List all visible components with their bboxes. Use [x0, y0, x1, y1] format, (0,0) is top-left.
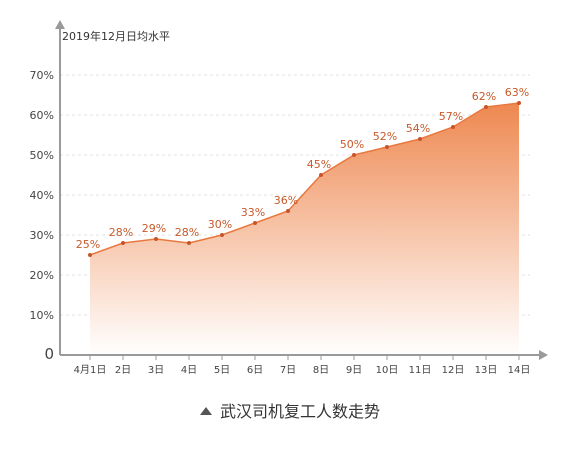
data-label: 30%	[208, 218, 232, 231]
data-point	[451, 125, 455, 129]
x-tick-label: 4日	[181, 365, 197, 376]
data-label: 36%	[274, 194, 298, 207]
data-label: 28%	[109, 226, 133, 239]
x-tick-label: 4月1日	[74, 364, 107, 376]
series-line	[89, 102, 520, 256]
data-point	[286, 209, 290, 213]
data-label: 29%	[142, 222, 166, 235]
x-tick-label: 13日	[475, 365, 498, 376]
y-tick-label: 60%	[30, 109, 54, 122]
data-label: 63%	[505, 86, 529, 99]
x-axis-arrow-icon	[539, 350, 548, 360]
data-label: 52%	[373, 130, 397, 143]
y-tick-label: 30%	[30, 229, 54, 242]
data-label: 45%	[307, 158, 331, 171]
data-point	[121, 241, 125, 245]
data-point	[88, 253, 92, 257]
data-label: 50%	[340, 138, 364, 151]
y-axis-arrow-icon	[55, 20, 65, 29]
tick-labels: 0 10% 20% 30% 40% 50% 60% 70% 4月1日 2日 3日 4日 5日 6日 7日 8日…	[30, 69, 531, 376]
y-tick-label: 40%	[30, 189, 54, 202]
data-label: 28%	[175, 226, 199, 239]
data-point	[319, 173, 323, 177]
data-label: 57%	[439, 110, 463, 123]
data-point	[154, 237, 158, 241]
data-point	[517, 101, 521, 105]
x-tick-label: 10日	[376, 365, 399, 376]
data-point	[187, 241, 191, 245]
caption-text: 武汉司机复工人数走势	[219, 402, 380, 421]
x-tick-label: 11日	[409, 365, 432, 376]
x-tick-label: 9日	[346, 365, 362, 376]
data-label: 25%	[76, 238, 100, 251]
data-point	[352, 153, 356, 157]
data-label: 54%	[406, 122, 430, 135]
chart-caption: 武汉司机复工人数走势	[0, 398, 580, 422]
data-point	[220, 233, 224, 237]
y-tick-label: 50%	[30, 149, 54, 162]
data-label: 62%	[472, 90, 496, 103]
data-point	[253, 221, 257, 225]
x-tick-label: 14日	[508, 365, 531, 376]
data-labels: 25% 28% 29% 28% 30% 33% 36% 45% 50% 52% 54% 57% 62% 6…	[76, 86, 529, 251]
chart-canvas: 2019年12月日均水平 25% 28% 29% 28% 30% 33% 36% 45% 50%…	[30, 20, 548, 376]
data-label: 33%	[241, 206, 265, 219]
data-points	[88, 101, 521, 257]
x-tick-label: 8日	[313, 365, 329, 376]
triangle-up-icon	[199, 407, 212, 415]
x-tick-label: 3日	[148, 365, 164, 376]
data-point	[484, 105, 488, 109]
y-tick-label: 20%	[30, 269, 54, 282]
area-fill	[90, 103, 519, 355]
y-axis-unit-label: 2019年12月日均水平	[62, 29, 170, 43]
data-point	[418, 137, 422, 141]
data-point	[385, 145, 389, 149]
x-tick-label: 5日	[214, 365, 230, 376]
x-tick-label: 7日	[280, 365, 296, 376]
y-tick-label: 10%	[30, 309, 54, 322]
y-tick-label: 70%	[30, 69, 54, 82]
x-tick-label: 12日	[442, 365, 465, 376]
axes	[55, 20, 548, 360]
x-tick-label: 6日	[247, 365, 263, 376]
y-tick-label: 0	[44, 345, 54, 363]
x-tick-label: 2日	[115, 365, 131, 376]
